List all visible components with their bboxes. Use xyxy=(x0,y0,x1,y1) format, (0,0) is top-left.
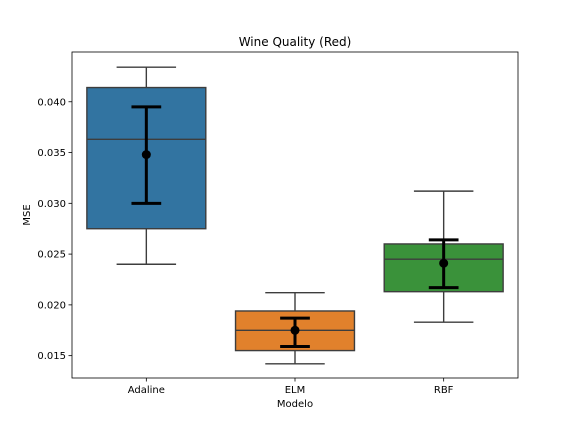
y-axis: 0.015 0.020 0.025 0.030 0.035 0.040 xyxy=(37,97,72,362)
mean-point xyxy=(439,258,449,268)
x-axis-label: Modelo xyxy=(277,399,313,410)
box-elm xyxy=(234,291,356,365)
box-rbf xyxy=(383,190,504,323)
y-tick-label: 0.020 xyxy=(37,300,66,311)
y-tick-label: 0.025 xyxy=(37,250,66,261)
y-tick-label: 0.040 xyxy=(37,97,66,108)
chart-title: Wine Quality (Red) xyxy=(239,35,352,49)
x-tick-label: ELM xyxy=(285,385,306,396)
y-tick-label: 0.030 xyxy=(37,199,66,210)
mean-point xyxy=(290,325,300,335)
x-tick-label: RBF xyxy=(434,385,454,396)
x-axis: Adaline ELM RBF xyxy=(128,378,454,396)
box-adaline xyxy=(86,66,207,265)
x-tick-label: Adaline xyxy=(128,385,165,396)
y-axis-label: MSE xyxy=(22,204,33,225)
mean-point xyxy=(141,150,151,160)
y-tick-label: 0.015 xyxy=(37,351,66,362)
y-tick-label: 0.035 xyxy=(37,148,66,159)
plot-area xyxy=(86,66,504,365)
